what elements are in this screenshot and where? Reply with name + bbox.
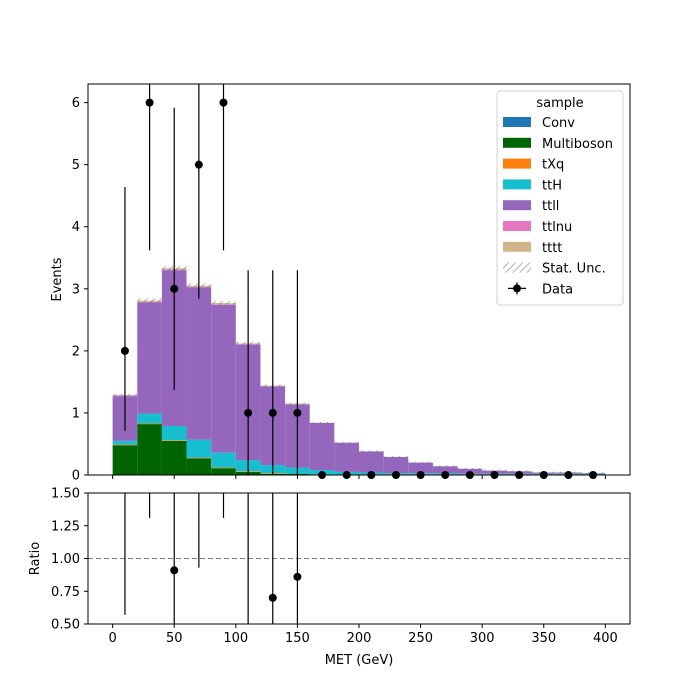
legend-swatch-ttll xyxy=(503,200,531,211)
bar-tth xyxy=(161,425,187,441)
x-tick-label: 300 xyxy=(470,631,495,646)
y-tick-label: 2 xyxy=(72,344,80,359)
legend-label-tth: ttH xyxy=(542,178,562,193)
legend-label-multiboson: Multiboson xyxy=(542,137,613,152)
y-tick-label: 3 xyxy=(72,282,80,297)
bar-txq xyxy=(137,423,162,425)
y-tick-label: 5 xyxy=(72,158,80,173)
legend-items: Conv Multiboson tXq ttH ttll ttlnu tttt Stat. U… xyxy=(503,116,613,297)
ratio-point xyxy=(268,593,277,602)
x-tick-label: 0 xyxy=(108,631,116,646)
data-point xyxy=(268,408,277,417)
stat-unc-bin xyxy=(457,467,483,470)
bar-ttll xyxy=(211,304,236,453)
stat-unc-bin xyxy=(408,461,433,464)
x-tick-label: 350 xyxy=(531,631,556,646)
data-point xyxy=(120,346,129,355)
bar-txq xyxy=(161,440,187,441)
stat-unc-bin xyxy=(309,421,335,424)
legend-label-ttlnu: ttlnu xyxy=(542,220,572,235)
data-point xyxy=(145,98,154,107)
y-tick-label: 1.50 xyxy=(51,487,80,502)
bar-tth xyxy=(137,413,162,424)
legend-label-ttll: ttll xyxy=(542,199,559,214)
bar-multiboson xyxy=(186,458,212,475)
ratio-point xyxy=(293,572,302,581)
y-tick-label: 4 xyxy=(72,220,80,235)
stat-unc-bin xyxy=(211,301,236,306)
main-plot-panel: 0 1 2 3 4 5 6 Events xyxy=(50,83,631,484)
data-point xyxy=(244,408,253,417)
legend-label-txq: tXq xyxy=(542,158,564,173)
bar-tth xyxy=(112,440,138,445)
legend-label-conv: Conv xyxy=(542,116,575,131)
data-point xyxy=(170,284,179,293)
bar-multiboson xyxy=(137,424,162,475)
x-tick-label: 250 xyxy=(408,631,433,646)
ratio-points xyxy=(124,493,302,624)
y-tick-label: 1.00 xyxy=(51,552,80,567)
y-tick-label: 6 xyxy=(72,96,80,111)
stat-unc-bin xyxy=(359,450,384,453)
legend: sample Conv Multiboson tXq ttH ttll ttlnu tttt… xyxy=(496,90,624,306)
legend-swatch-tttt xyxy=(503,241,531,252)
legend-label-data: Data xyxy=(542,282,573,297)
bar-ttll xyxy=(186,287,212,440)
bar-multiboson xyxy=(112,445,138,475)
y-tick-label: 0 xyxy=(72,469,80,484)
data-points xyxy=(120,84,598,479)
ratio-y-axis-label: Ratio xyxy=(28,542,43,575)
stat-unc-bin xyxy=(137,298,162,303)
data-point xyxy=(293,408,302,417)
legend-label-tttt: tttt xyxy=(542,241,562,256)
bar-txq xyxy=(112,444,138,446)
main-y-axis-label: Events xyxy=(50,257,65,301)
legend-swatch-tth xyxy=(503,179,531,190)
legend-swatch-conv xyxy=(503,117,531,127)
bar-ttll xyxy=(359,451,384,473)
bar-ttll xyxy=(432,466,458,474)
data-point xyxy=(219,98,228,107)
stat-unc-bin xyxy=(432,465,458,468)
bar-txq xyxy=(211,467,236,469)
x-tick-label: 50 xyxy=(166,631,183,646)
bar-ttll xyxy=(309,422,335,471)
x-tick-label: 400 xyxy=(593,631,618,646)
ratio-plot-panel: 0 50 100 150 200 250 300 350 400 0.50 0.75 1.00 1.2… xyxy=(28,487,631,668)
legend-swatch-txq xyxy=(503,158,531,169)
x-axis-label: MET (GeV) xyxy=(325,653,394,668)
legend-swatch-ttlnu xyxy=(503,221,531,231)
x-tick-label: 100 xyxy=(223,631,248,646)
bar-txq xyxy=(186,457,212,459)
ratio-x-ticks: 0 50 100 150 200 250 300 350 400 xyxy=(108,624,618,646)
bar-ttll xyxy=(383,457,409,474)
main-y-ticks: 0 1 2 3 4 5 6 xyxy=(72,96,88,484)
ratio-y-ticks: 0.50 0.75 1.00 1.25 1.50 xyxy=(51,487,88,633)
stat-unc-bin xyxy=(383,456,409,458)
x-tick-label: 200 xyxy=(347,631,372,646)
x-tick-label: 150 xyxy=(285,631,310,646)
y-tick-label: 0.75 xyxy=(51,585,80,600)
bar-ttll xyxy=(334,442,359,472)
stat-unc-bin xyxy=(334,441,359,444)
bar-tth xyxy=(186,439,212,458)
legend-title: sample xyxy=(536,96,583,111)
bar-ttll xyxy=(137,302,162,414)
bar-ttll xyxy=(408,462,433,474)
y-tick-label: 1 xyxy=(72,406,80,421)
legend-swatch-stat-unc xyxy=(503,262,531,273)
legend-data-marker xyxy=(513,284,521,293)
bar-multiboson xyxy=(211,468,236,475)
legend-swatch-multiboson xyxy=(503,137,531,148)
legend-label-stat-unc: Stat. Unc. xyxy=(542,262,606,277)
ratio-point xyxy=(170,566,179,575)
y-tick-label: 0.50 xyxy=(51,618,80,633)
y-tick-label: 1.25 xyxy=(51,519,80,534)
bar-tth xyxy=(211,452,236,468)
main-x-ticks xyxy=(112,475,606,479)
stat-unc-bin xyxy=(482,469,507,472)
data-point xyxy=(194,160,203,169)
bar-multiboson xyxy=(161,440,187,475)
